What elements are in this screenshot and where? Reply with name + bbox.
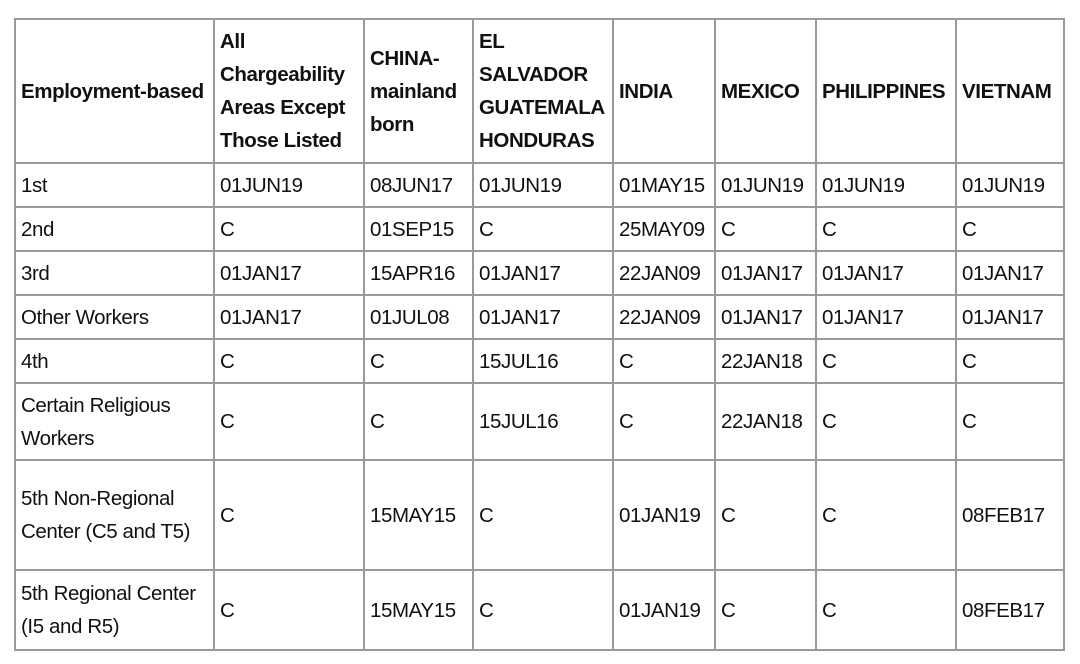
- table-cell: 01JUN19: [815, 162, 957, 208]
- table-cell: 01JUN19: [955, 162, 1065, 208]
- table-cell: 01JAN17: [714, 250, 817, 296]
- table-cell: C: [472, 569, 614, 651]
- row-label: Other Workers: [14, 294, 215, 340]
- table-cell: 01JAN17: [472, 294, 614, 340]
- table-cell: C: [472, 206, 614, 252]
- table-cell: C: [213, 382, 365, 461]
- table-row: 1st 01JUN19 08JUN17 01JUN19 01MAY15 01JUN19 01…: [14, 162, 1065, 208]
- table-cell: C: [472, 459, 614, 571]
- table-cell: C: [955, 338, 1065, 384]
- column-header: PHILIPPINES: [815, 18, 957, 164]
- row-label: 5th Regional Center (I5 and R5): [14, 569, 215, 651]
- table-cell: 01JAN17: [955, 294, 1065, 340]
- table-cell: 22JAN18: [714, 338, 817, 384]
- column-header: Employment-based: [14, 18, 215, 164]
- table-cell: 01JAN17: [815, 250, 957, 296]
- table-cell: C: [714, 206, 817, 252]
- table-cell: C: [815, 569, 957, 651]
- column-header: EL SALVADOR GUATEMALA HONDURAS: [472, 18, 614, 164]
- row-label: 1st: [14, 162, 215, 208]
- table-cell: 08FEB17: [955, 569, 1065, 651]
- table-cell: 01JAN17: [213, 294, 365, 340]
- table-row: Certain Religious Workers C C 15JUL16 C 22JAN…: [14, 382, 1065, 461]
- table-row: 2nd C 01SEP15 C 25MAY09 C C C: [14, 206, 1065, 252]
- table-row: 4th C C 15JUL16 C 22JAN18 C C: [14, 338, 1065, 384]
- table-cell: 01JAN17: [472, 250, 614, 296]
- table-cell: 22JAN18: [714, 382, 817, 461]
- row-label: 3rd: [14, 250, 215, 296]
- table-cell: C: [815, 338, 957, 384]
- table-cell: 01JAN17: [714, 294, 817, 340]
- column-header: CHINA-mainland born: [363, 18, 474, 164]
- table-cell: C: [815, 206, 957, 252]
- table-cell: 15JUL16: [472, 338, 614, 384]
- table-cell: 01JAN17: [815, 294, 957, 340]
- table-cell: 01JUN19: [213, 162, 365, 208]
- table-cell: C: [213, 569, 365, 651]
- row-label: 4th: [14, 338, 215, 384]
- table-cell: C: [955, 382, 1065, 461]
- table-row: 5th Regional Center (I5 and R5) C 15MAY15 C…: [14, 569, 1065, 651]
- table-row: 5th Non-Regional Center (C5 and T5) C 15MA…: [14, 459, 1065, 571]
- table-cell: C: [213, 459, 365, 571]
- table-cell: 08FEB17: [955, 459, 1065, 571]
- table-cell: 01JAN19: [612, 459, 716, 571]
- table-cell: 22JAN09: [612, 250, 716, 296]
- table-cell: 22JAN09: [612, 294, 716, 340]
- table-cell: 15APR16: [363, 250, 474, 296]
- table-cell: 01JUN19: [714, 162, 817, 208]
- table-cell: 08JUN17: [363, 162, 474, 208]
- table-cell: C: [714, 459, 817, 571]
- table-cell: C: [213, 206, 365, 252]
- table-cell: 01JAN19: [612, 569, 716, 651]
- header-row: Employment-based All Chargeability Areas …: [14, 18, 1065, 164]
- column-header: MEXICO: [714, 18, 817, 164]
- table-row: 3rd 01JAN17 15APR16 01JAN17 22JAN09 01JAN17 01…: [14, 250, 1065, 296]
- visa-bulletin-table: Employment-based All Chargeability Areas …: [14, 18, 1065, 651]
- column-header: INDIA: [612, 18, 716, 164]
- table-cell: 01JAN17: [955, 250, 1065, 296]
- table-cell: 01JUN19: [472, 162, 614, 208]
- table-cell: 15MAY15: [363, 569, 474, 651]
- table-cell: C: [363, 338, 474, 384]
- table-row: Other Workers 01JAN17 01JUL08 01JAN17 22JAN0…: [14, 294, 1065, 340]
- table-cell: C: [363, 382, 474, 461]
- row-label: 5th Non-Regional Center (C5 and T5): [14, 459, 215, 571]
- table-cell: 01JAN17: [213, 250, 365, 296]
- table-cell: C: [815, 382, 957, 461]
- table-cell: 01SEP15: [363, 206, 474, 252]
- row-label: Certain Religious Workers: [14, 382, 215, 461]
- row-label: 2nd: [14, 206, 215, 252]
- table-cell: 15JUL16: [472, 382, 614, 461]
- table-cell: C: [612, 382, 716, 461]
- table-cell: 01MAY15: [612, 162, 716, 208]
- table-cell: C: [714, 569, 817, 651]
- table-cell: C: [955, 206, 1065, 252]
- table-cell: 15MAY15: [363, 459, 474, 571]
- column-header: VIETNAM: [955, 18, 1065, 164]
- table-cell: C: [815, 459, 957, 571]
- table-cell: C: [612, 338, 716, 384]
- table-cell: C: [213, 338, 365, 384]
- column-header: All Chargeability Areas Except Those Lis…: [213, 18, 365, 164]
- table-cell: 25MAY09: [612, 206, 716, 252]
- table-cell: 01JUL08: [363, 294, 474, 340]
